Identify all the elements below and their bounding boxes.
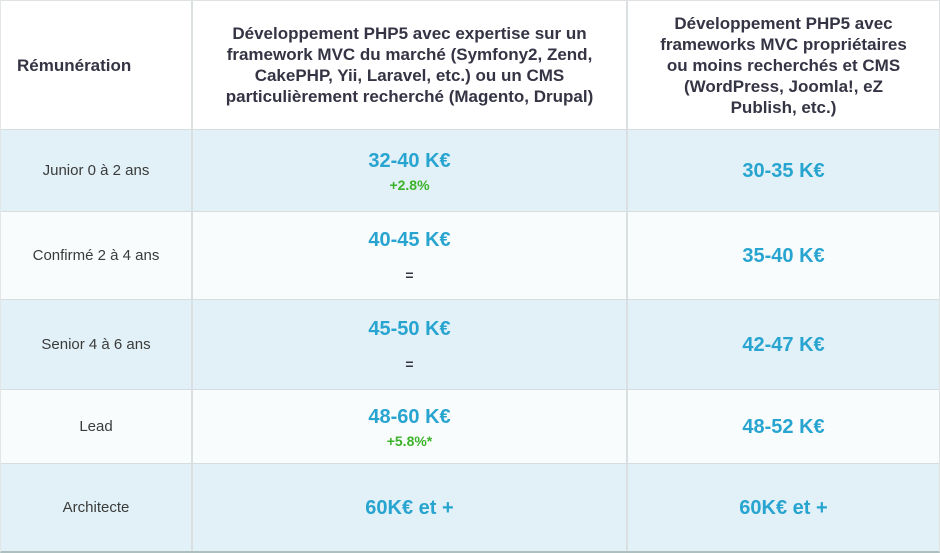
salary-cell-proprietary: 35-40 K€: [626, 212, 939, 299]
table-row-architecte: Architecte 60K€ et + 60K€ et +: [1, 463, 939, 551]
table-row-confirme: Confirmé 2 à 4 ans 40-45 K€ = 35-40 K€: [1, 211, 939, 299]
salary-cell-proprietary: 60K€ et +: [626, 464, 939, 551]
salary-cell-market: 60K€ et +: [191, 464, 626, 551]
header-cell-remuneration: Rémunération: [1, 1, 191, 129]
salary-delta: =: [405, 267, 414, 283]
row-label: Senior 4 à 6 ans: [1, 300, 191, 389]
table-header-row: Rémunération Développement PHP5 avec exp…: [1, 1, 939, 129]
header-label-market-frameworks: Développement PHP5 avec expertise sur un…: [225, 24, 594, 106]
salary-cell-proprietary: 30-35 K€: [626, 130, 939, 211]
salary-cell-market: 48-60 K€ +5.8%*: [191, 390, 626, 463]
salary-delta: =: [405, 356, 414, 372]
header-cell-proprietary-frameworks: Développement PHP5 avec frameworks MVC p…: [626, 1, 939, 129]
row-label: Junior 0 à 2 ans: [1, 130, 191, 211]
salary-value: 42-47 K€: [742, 333, 825, 356]
salary-value: 32-40 K€: [368, 149, 451, 172]
row-label-text: Lead: [79, 418, 113, 435]
header-cell-market-frameworks: Développement PHP5 avec expertise sur un…: [191, 1, 626, 129]
row-label: Lead: [1, 390, 191, 463]
salary-value: 35-40 K€: [742, 244, 825, 267]
row-label: Confirmé 2 à 4 ans: [1, 212, 191, 299]
salary-value: 40-45 K€: [368, 229, 451, 251]
salary-delta: +2.8%: [389, 176, 430, 193]
row-label-text: Junior 0 à 2 ans: [42, 162, 150, 179]
salary-value: 48-52 K€: [742, 415, 825, 438]
header-label-remuneration: Rémunération: [17, 55, 132, 75]
salary-cell-market: 32-40 K€ +2.8%: [191, 130, 626, 211]
salary-cell-proprietary: 42-47 K€: [626, 300, 939, 389]
table-row-senior: Senior 4 à 6 ans 45-50 K€ = 42-47 K€: [1, 299, 939, 389]
salary-value: 48-60 K€: [368, 405, 451, 428]
row-label-text: Confirmé 2 à 4 ans: [32, 247, 160, 264]
header-label-proprietary-frameworks: Développement PHP5 avec frameworks MVC p…: [660, 13, 907, 117]
salary-value: 45-50 K€: [368, 318, 451, 340]
salary-cell-market: 40-45 K€ =: [191, 212, 626, 299]
table-row-lead: Lead 48-60 K€ +5.8%* 48-52 K€: [1, 389, 939, 463]
salary-cell-market: 45-50 K€ =: [191, 300, 626, 389]
salary-delta: +5.8%*: [386, 432, 433, 449]
row-label-text: Senior 4 à 6 ans: [41, 336, 151, 353]
table-row-junior: Junior 0 à 2 ans 32-40 K€ +2.8% 30-35 K€: [1, 129, 939, 211]
salary-cell-proprietary: 48-52 K€: [626, 390, 939, 463]
row-label-text: Architecte: [62, 499, 130, 516]
row-label: Architecte: [1, 464, 191, 551]
salary-value: 60K€ et +: [365, 496, 454, 519]
salary-value: 60K€ et +: [739, 496, 828, 519]
salary-value: 30-35 K€: [742, 159, 825, 182]
